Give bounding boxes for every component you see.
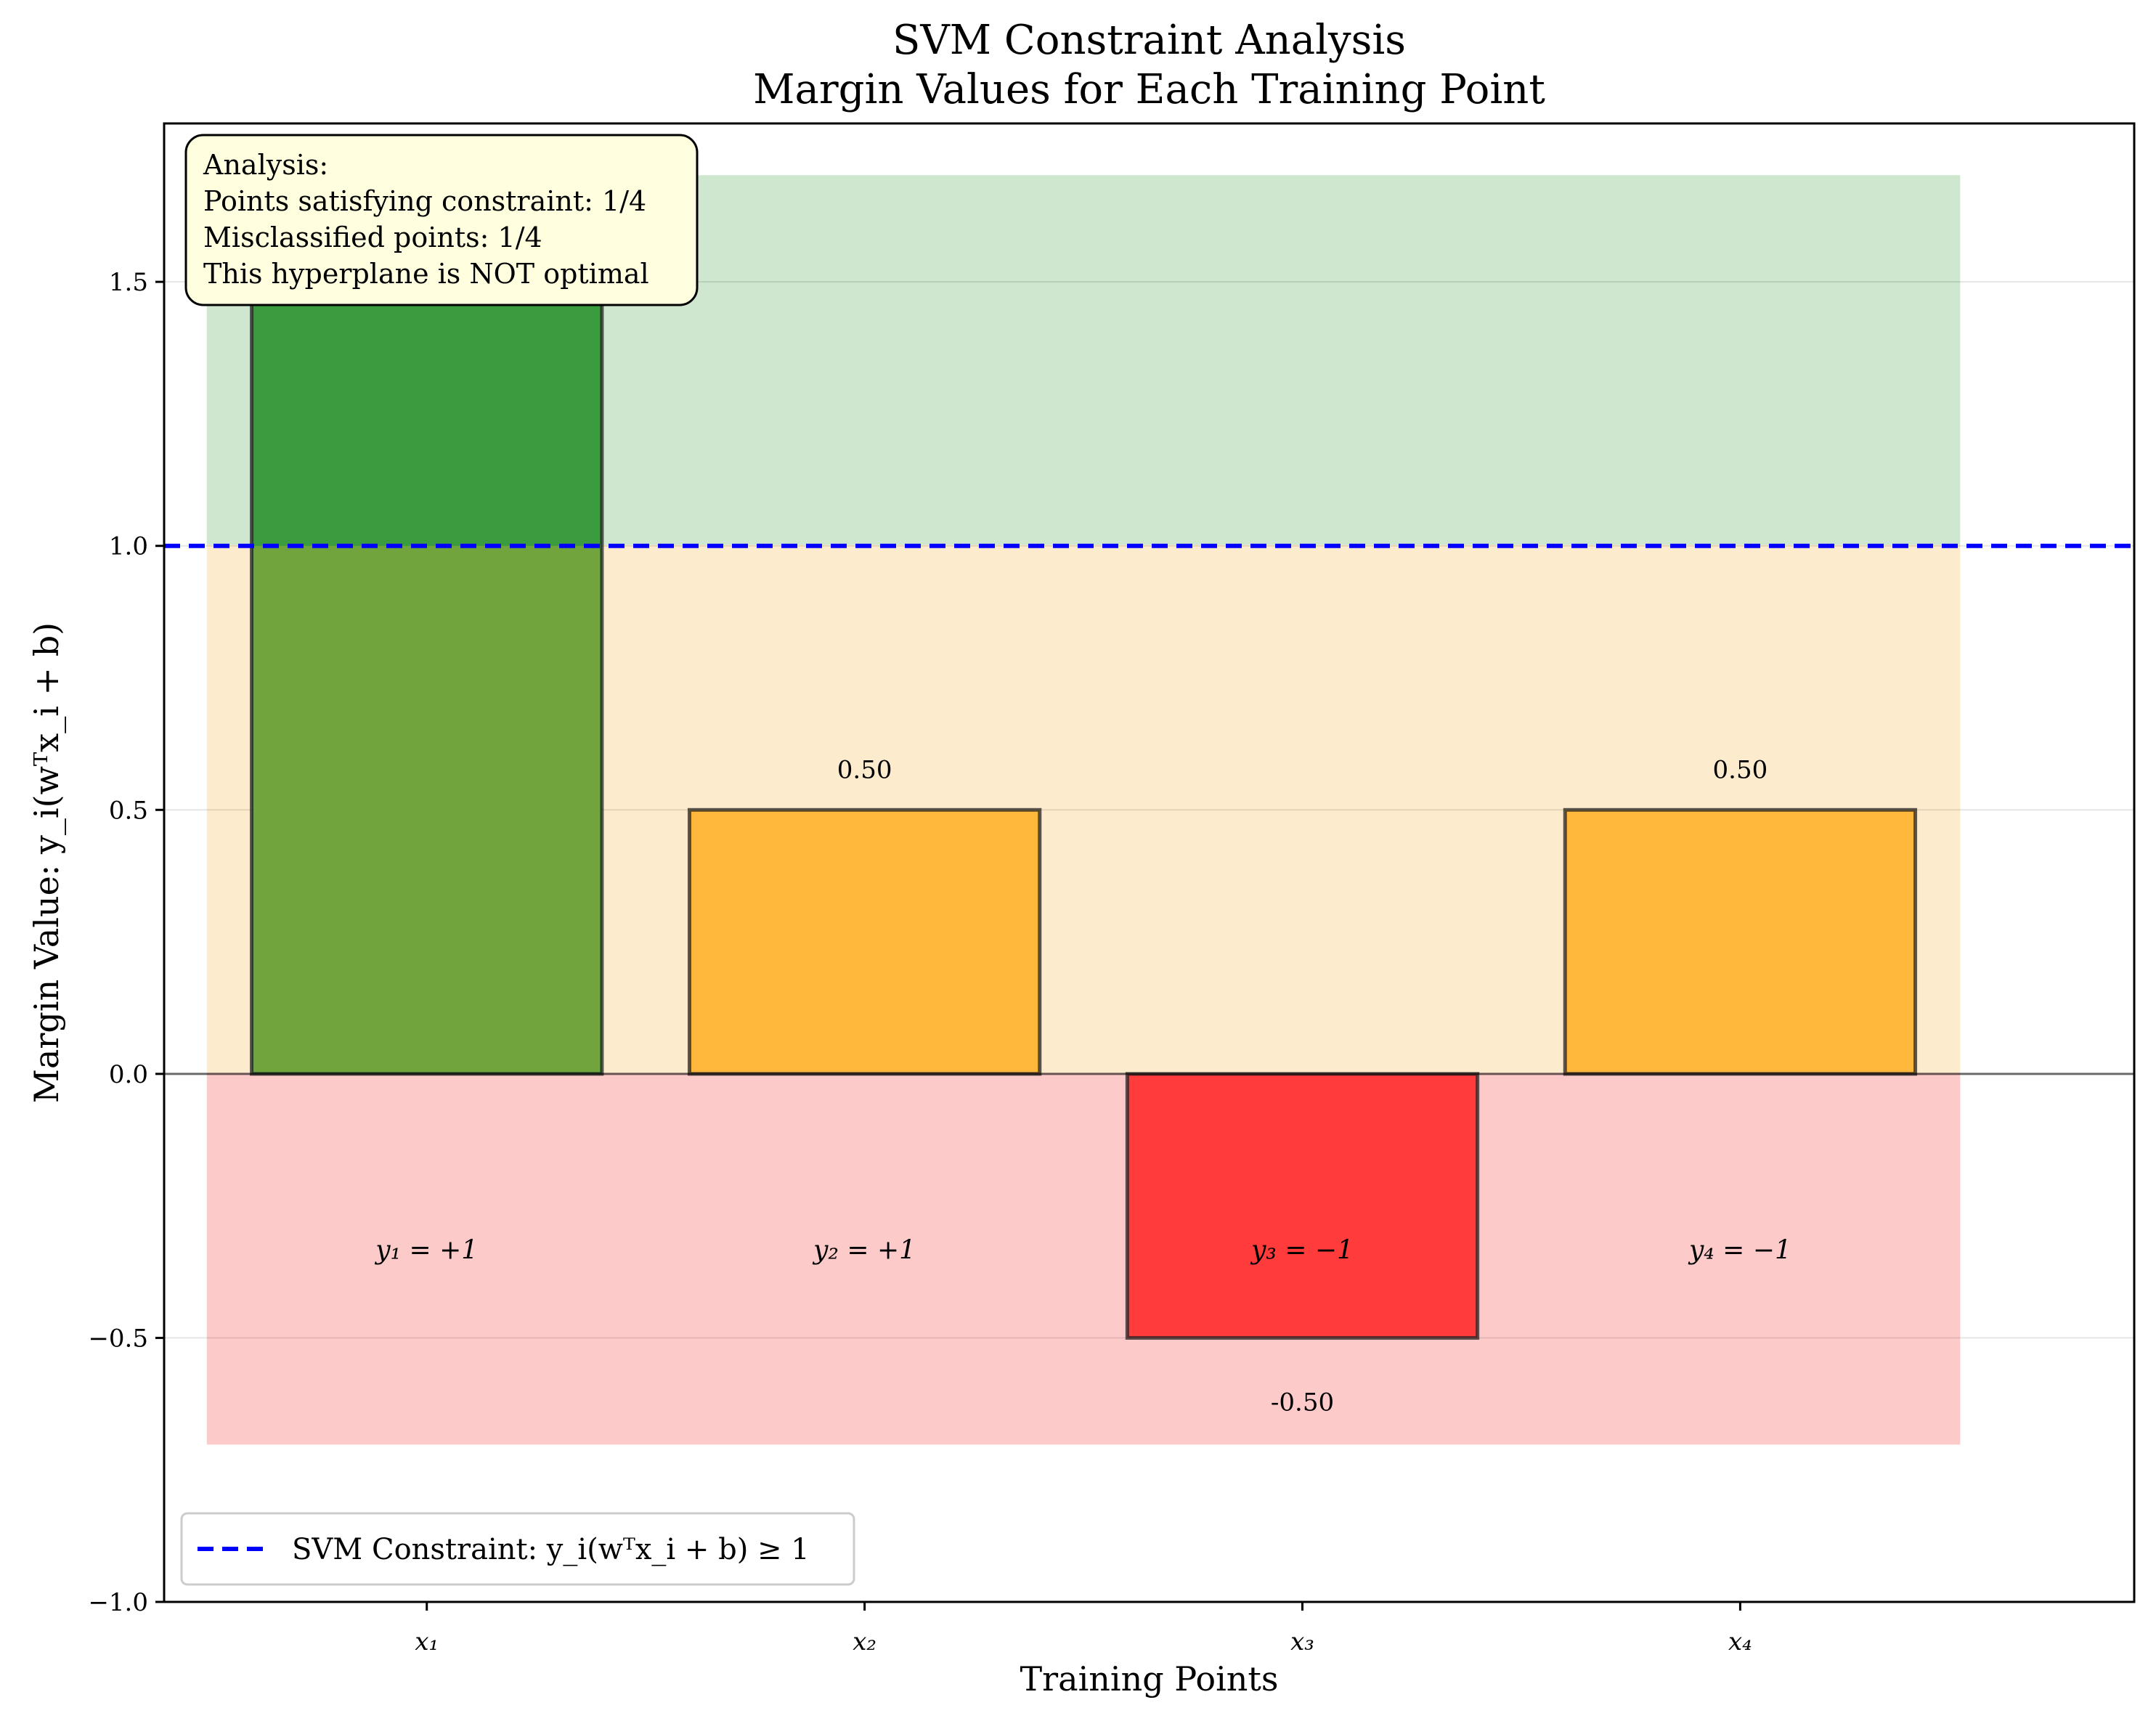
class-label-4: y₄ = −1 <box>1688 1235 1791 1265</box>
analysis-line-2: Points satisfying constraint: 1/4 <box>203 185 646 217</box>
analysis-box <box>184 134 699 306</box>
value-label-2: 0.50 <box>837 755 892 784</box>
plot-frame <box>163 122 2136 1603</box>
class-label-2: y₂ = +1 <box>812 1235 916 1265</box>
y-tick-label-0: −1.0 <box>88 1588 148 1617</box>
x-tick-label-1: x₁ <box>415 1627 439 1656</box>
y-axis-label: Margin Value: y_i(wᵀx_i + b) <box>27 622 66 1103</box>
y-tick-label-5: 1.5 <box>109 268 148 297</box>
analysis-line-1: Analysis: <box>203 149 328 181</box>
chart-subtitle: Margin Values for Each Training Point <box>753 66 1545 113</box>
x-tick-label-4: x₄ <box>1728 1627 1752 1656</box>
analysis-line-3: Misclassified points: 1/4 <box>203 221 542 253</box>
value-label-4: 0.50 <box>1713 755 1768 784</box>
bar-2 <box>687 807 1042 1076</box>
legend-box <box>180 1512 855 1586</box>
y-tick-label-2: 0.0 <box>109 1060 148 1089</box>
x-tick-label-3: x₃ <box>1290 1627 1314 1656</box>
value-label-3: -0.50 <box>1271 1388 1334 1417</box>
bar-1-lower-segment <box>253 545 601 1073</box>
class-label-1: y₁ = +1 <box>374 1235 478 1265</box>
bar-4 <box>1563 807 1918 1076</box>
class-label-3: y₃ = −1 <box>1250 1235 1354 1265</box>
x-tick-label-2: x₂ <box>853 1627 876 1656</box>
bar-3 <box>1125 1072 1480 1340</box>
x-axis-label: Training Points <box>1020 1659 1278 1698</box>
legend-label: SVM Constraint: y_i(wᵀx_i + b) ≥ 1 <box>292 1533 810 1566</box>
y-tick-label-3: 0.5 <box>109 796 148 825</box>
analysis-line-4: This hyperplane is NOT optimal <box>203 258 649 290</box>
y-tick-label-4: 1.0 <box>109 532 148 561</box>
y-tick-label-1: −0.5 <box>88 1324 148 1353</box>
chart-title: SVM Constraint Analysis <box>892 17 1406 64</box>
